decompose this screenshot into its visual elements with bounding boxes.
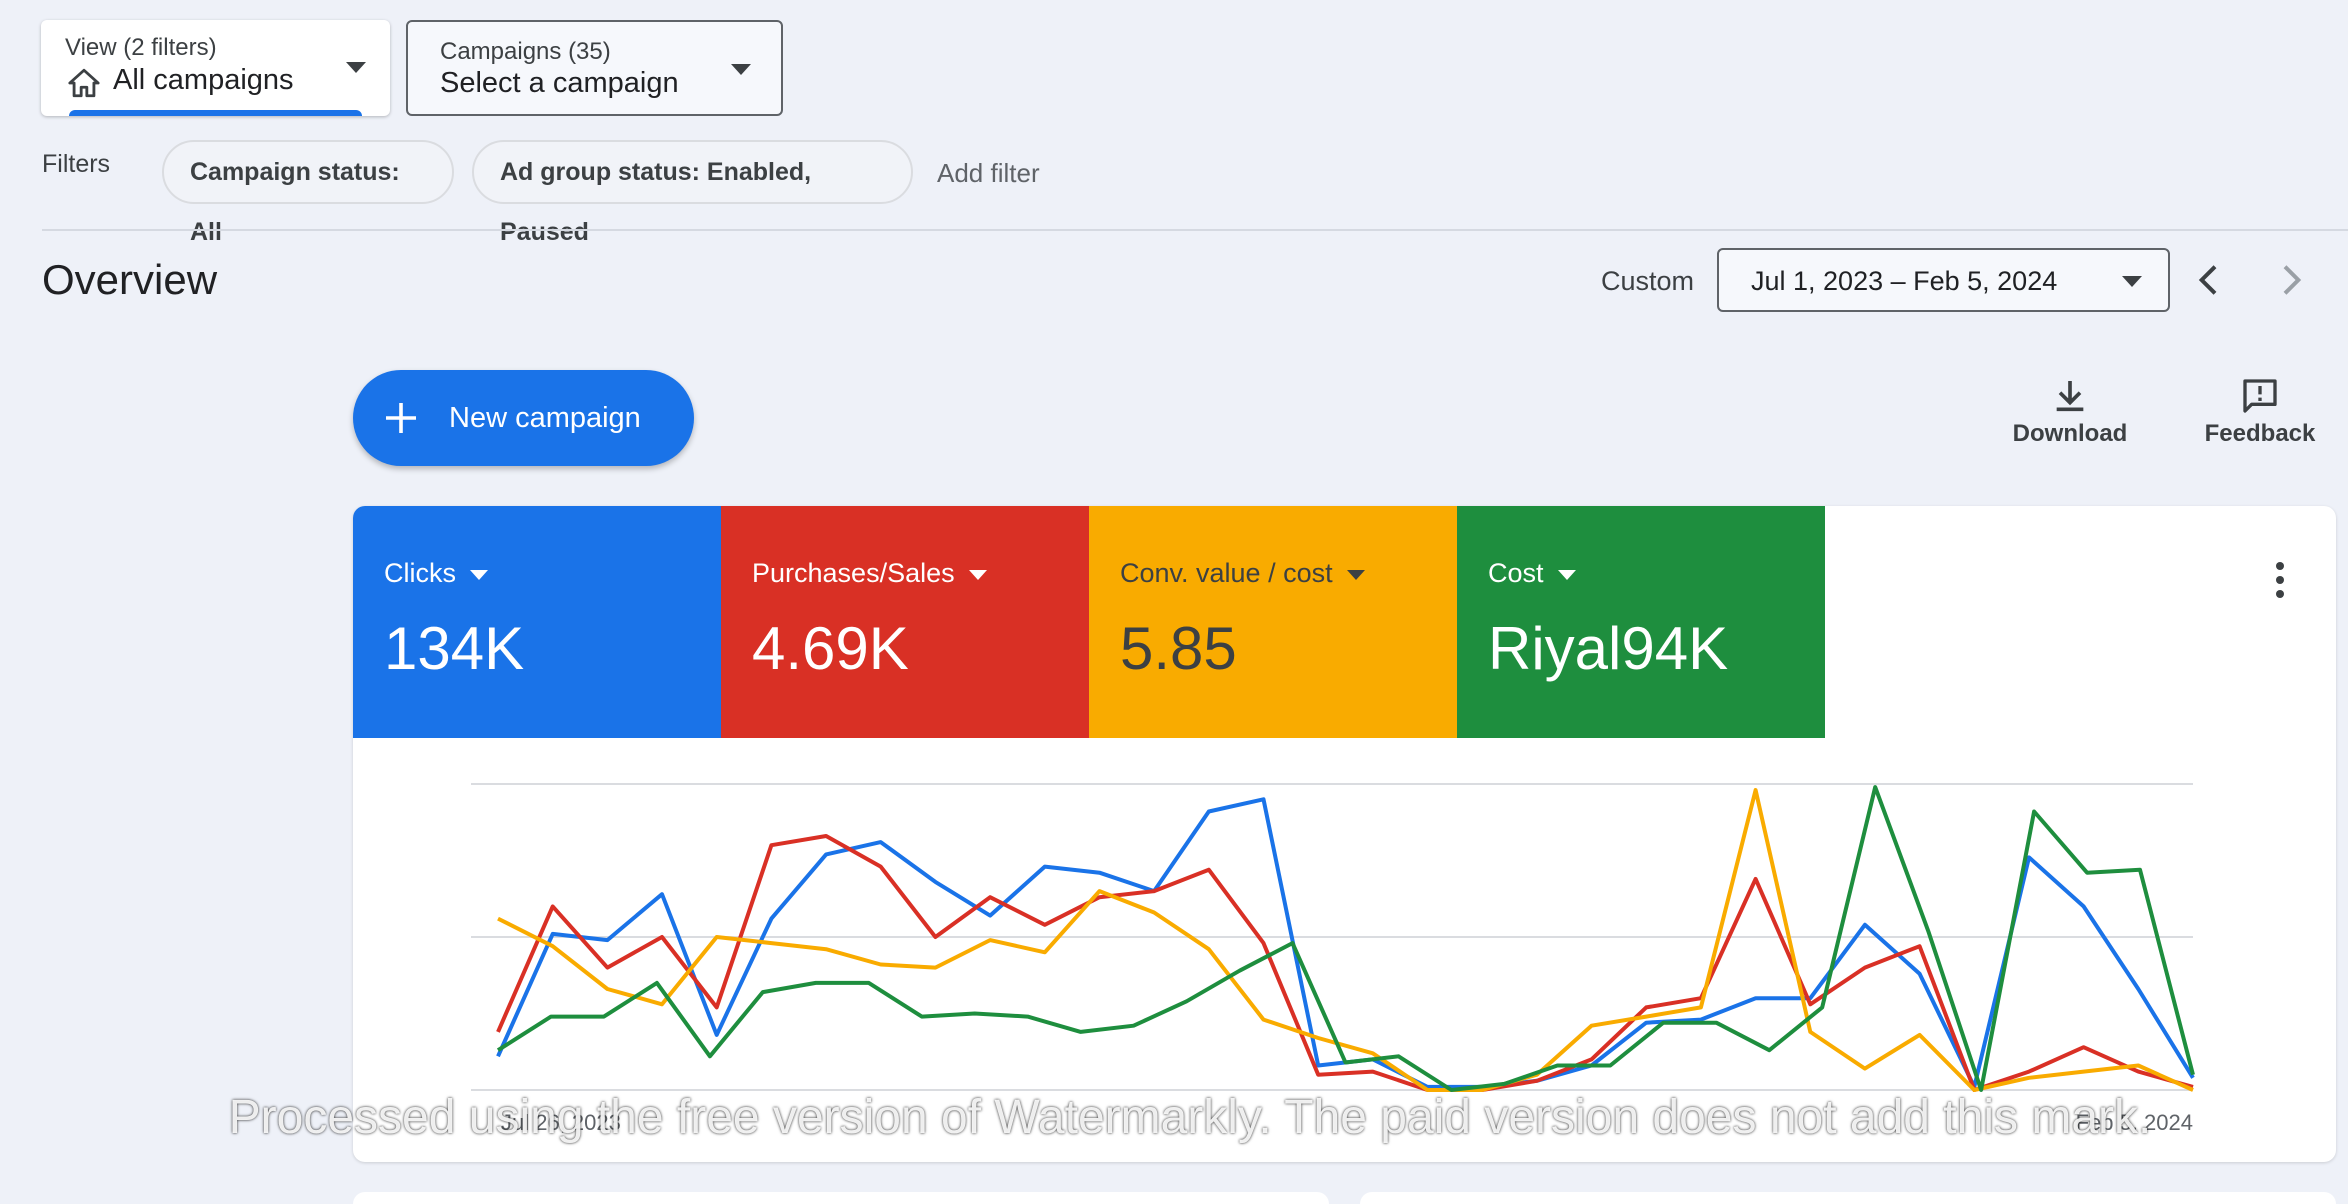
x-axis-end-label: Feb 5, 2024 bbox=[2076, 1110, 2193, 1135]
metric-value: 134K bbox=[384, 615, 525, 682]
metric-clicks[interactable]: Clicks 134K bbox=[353, 506, 721, 738]
filter-chip-ad-group-status[interactable]: Ad group status: Enabled, Paused bbox=[472, 140, 913, 246]
view-selector-value: All campaigns bbox=[113, 64, 294, 96]
series-line-1 bbox=[496, 834, 2194, 1092]
previous-period-icon[interactable] bbox=[2190, 260, 2230, 300]
view-selector[interactable]: View (2 filters) All campaigns bbox=[41, 20, 390, 116]
campaign-selector-value: Select a campaign bbox=[440, 67, 679, 99]
caret-down-icon bbox=[968, 569, 987, 580]
metric-value: Riyal94K bbox=[1488, 615, 1729, 682]
add-filter-button[interactable]: Add filter bbox=[937, 158, 1040, 188]
new-campaign-button[interactable]: New campaign bbox=[353, 370, 694, 466]
chevron-down-icon bbox=[346, 62, 366, 73]
metric-label: Clicks bbox=[384, 558, 488, 589]
metric-value: 4.69K bbox=[752, 615, 909, 682]
date-range-picker[interactable]: Jul 1, 2023 – Feb 5, 2024 bbox=[1717, 248, 2170, 312]
feedback-icon bbox=[2243, 379, 2277, 413]
plus-icon bbox=[386, 403, 416, 433]
new-campaign-label: New campaign bbox=[449, 402, 641, 434]
date-range-value: Jul 1, 2023 – Feb 5, 2024 bbox=[1751, 266, 2058, 296]
series-line-2 bbox=[497, 788, 2194, 1092]
caret-down-icon bbox=[1557, 569, 1576, 580]
date-mode-label: Custom bbox=[1601, 266, 1695, 296]
chevron-down-icon bbox=[731, 64, 751, 75]
home-icon bbox=[68, 68, 100, 98]
x-axis-start-label: Jul 26, 2023 bbox=[501, 1110, 621, 1135]
view-selector-label: View (2 filters) bbox=[65, 34, 217, 61]
caret-down-icon bbox=[1346, 569, 1365, 580]
metric-cost[interactable]: Cost Riyal94K bbox=[1457, 506, 1825, 738]
divider bbox=[42, 229, 2348, 231]
download-icon bbox=[2056, 381, 2084, 412]
bottom-card bbox=[353, 1192, 1329, 1204]
metric-label: Conv. value / cost bbox=[1120, 558, 1365, 589]
feedback-label: Feedback bbox=[2204, 420, 2316, 447]
metric-purchases[interactable]: Purchases/Sales 4.69K bbox=[721, 506, 1089, 738]
metric-label: Cost bbox=[1488, 558, 1576, 589]
feedback-button[interactable]: Feedback bbox=[2195, 376, 2325, 448]
next-period-icon[interactable] bbox=[2270, 260, 2310, 300]
more-vert-icon[interactable] bbox=[2274, 560, 2286, 600]
metric-conv-value-cost[interactable]: Conv. value / cost 5.85 bbox=[1089, 506, 1457, 738]
metric-value: 5.85 bbox=[1120, 615, 1237, 682]
download-label: Download bbox=[2012, 420, 2128, 447]
metric-label: Purchases/Sales bbox=[752, 558, 987, 589]
bottom-card bbox=[1360, 1192, 2336, 1204]
watermark-text: Processed using the free version of Wate… bbox=[228, 1091, 2152, 1144]
filters-label: Filters bbox=[42, 150, 111, 178]
performance-chart: Jul 26, 2023 Feb 5, 2024 bbox=[471, 783, 2195, 1135]
campaign-selector[interactable]: Campaigns (35) Select a campaign bbox=[406, 20, 783, 116]
download-button[interactable]: Download bbox=[2005, 376, 2135, 448]
page-title: Overview bbox=[42, 256, 218, 303]
selector-active-indicator bbox=[69, 110, 362, 116]
caret-down-icon bbox=[470, 569, 488, 580]
chevron-down-icon bbox=[2122, 276, 2142, 287]
campaign-selector-label: Campaigns (35) bbox=[440, 38, 611, 65]
series-line-3 bbox=[496, 785, 2195, 1092]
filter-chip-campaign-status[interactable]: Campaign status: All bbox=[162, 140, 454, 246]
performance-card: Clicks 134K Purchases/Sales 4.69K Conv. … bbox=[353, 506, 2336, 1162]
